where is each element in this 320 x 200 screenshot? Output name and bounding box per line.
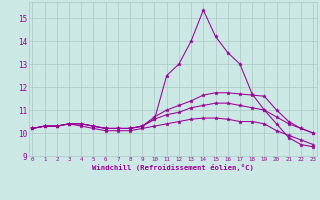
X-axis label: Windchill (Refroidissement éolien,°C): Windchill (Refroidissement éolien,°C) bbox=[92, 164, 254, 171]
